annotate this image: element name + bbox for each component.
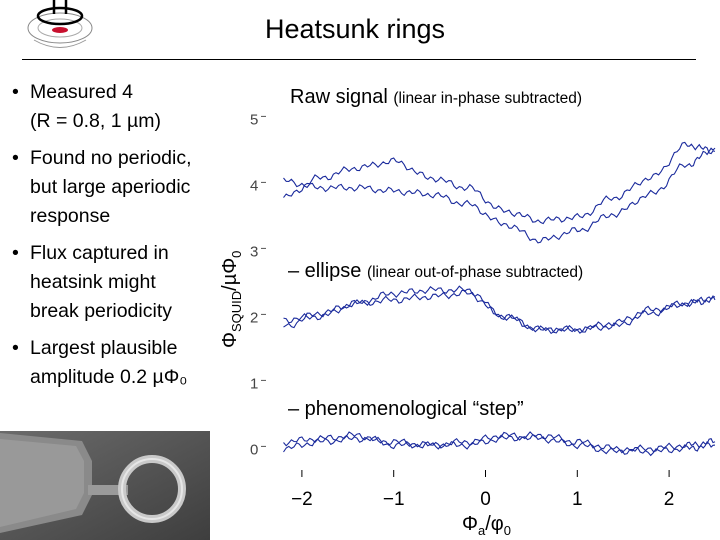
annotation-step-main: – phenomenological “step”: [288, 398, 524, 420]
bullet-item: • Found no periodic, but large aperiodic…: [12, 144, 232, 231]
annotation-ellipse: – ellipse (linear out-of-phase subtracte…: [288, 260, 583, 283]
annotation-step: – phenomenological “step”: [288, 398, 524, 421]
bullet-glyph: •: [12, 337, 19, 359]
y-tick-label: 3: [250, 243, 258, 260]
x-tick-label: 0: [480, 489, 491, 510]
x-axis-label: Φa/φ0: [462, 513, 511, 538]
lab-logo: [27, 0, 93, 48]
y-tick-label: 5: [250, 111, 258, 128]
bullet-glyph: •: [12, 242, 19, 264]
title-divider: [22, 59, 696, 60]
bullet-text: Flux captured in heatsink might break pe…: [30, 242, 172, 322]
bullet-item: • Largest plausible amplitude 0.2 µΦ₀: [12, 334, 232, 392]
series-line: [283, 147, 716, 244]
y-tick-label: 0: [250, 441, 258, 458]
x-tick-label: −1: [383, 489, 405, 510]
y-tick-label: 1: [250, 375, 258, 392]
series-line: [283, 431, 716, 457]
annotation-ellipse-sub: (linear out-of-phase subtracted): [366, 264, 584, 281]
bullet-text: Largest plausible amplitude 0.2 µΦ₀: [30, 337, 188, 388]
annotation-raw-main: Raw signal: [290, 86, 388, 108]
series-line: [283, 285, 716, 335]
x-tick-label: −2: [291, 489, 313, 510]
x-tick-label: 1: [572, 489, 583, 510]
bullet-text: Measured 4 (R = 0.8, 1 µm): [30, 81, 161, 132]
slide-title: Heatsunk rings: [264, 14, 446, 44]
annotation-ellipse-main: – ellipse: [288, 260, 362, 282]
y-axis-label: ΦSQUID/µΦ0: [219, 251, 244, 348]
y-tick-label: 2: [250, 309, 258, 326]
ring-micrograph: [0, 431, 210, 540]
bullet-glyph: •: [12, 81, 19, 103]
bullet-glyph: •: [12, 147, 19, 169]
series-line: [283, 431, 716, 455]
bullet-item: • Flux captured in heatsink might break …: [12, 239, 232, 326]
series-line: [283, 289, 716, 334]
annotation-raw: Raw signal (linear in-phase subtracted): [290, 86, 582, 109]
bullet-list: • Measured 4 (R = 0.8, 1 µm) • Found no …: [12, 78, 232, 400]
series-line: [283, 141, 716, 225]
x-tick-label: 2: [664, 489, 675, 510]
annotation-raw-sub: (linear in-phase subtracted): [393, 90, 583, 107]
y-tick-label: 4: [250, 177, 258, 194]
bullet-item: • Measured 4 (R = 0.8, 1 µm): [12, 78, 232, 136]
bullet-text: Found no periodic, but large aperiodic r…: [30, 147, 192, 227]
